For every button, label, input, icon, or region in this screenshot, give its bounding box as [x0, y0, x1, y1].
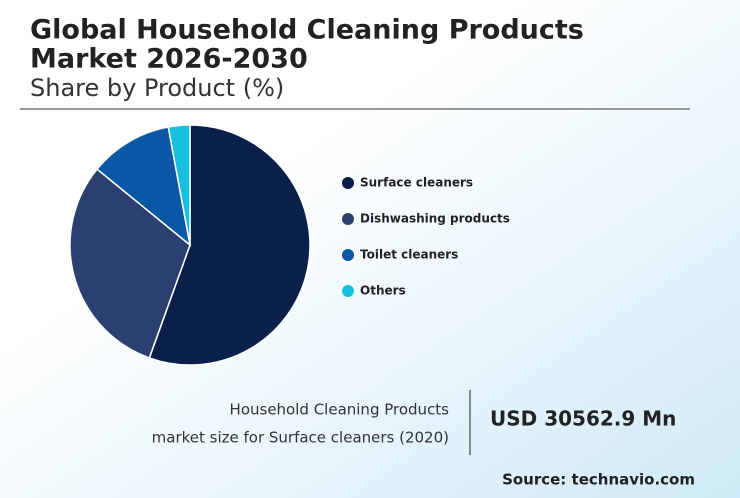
legend-marker — [342, 285, 354, 297]
legend-marker — [342, 213, 354, 225]
source: Source: technavio.com — [502, 471, 695, 489]
title: Market 2026-2030 — [30, 44, 308, 75]
legend-marker — [342, 249, 354, 261]
subtitle: Share by Product (%) — [30, 74, 284, 102]
market-value: USD 30562.9 Mn — [490, 407, 676, 431]
title: Global Household Cleaning Products — [30, 15, 584, 46]
legend: Surface cleaners Dishwashing products Toil… — [342, 176, 510, 298]
legend-label: Surface cleaners — [360, 176, 473, 190]
market-label: market size for Surface cleaners (2020) — [152, 429, 449, 447]
pie-slice — [69, 168, 191, 359]
pie-slice — [148, 124, 311, 366]
legend-label: Toilet cleaners — [360, 248, 458, 262]
pie-slice — [96, 126, 192, 247]
legend-label: Dishwashing products — [360, 212, 510, 226]
market-label: Household Cleaning Products — [230, 401, 450, 419]
legend-marker — [342, 177, 354, 189]
legend-label: Others — [360, 284, 406, 298]
pie — [69, 124, 311, 366]
pie-slice — [167, 124, 191, 246]
